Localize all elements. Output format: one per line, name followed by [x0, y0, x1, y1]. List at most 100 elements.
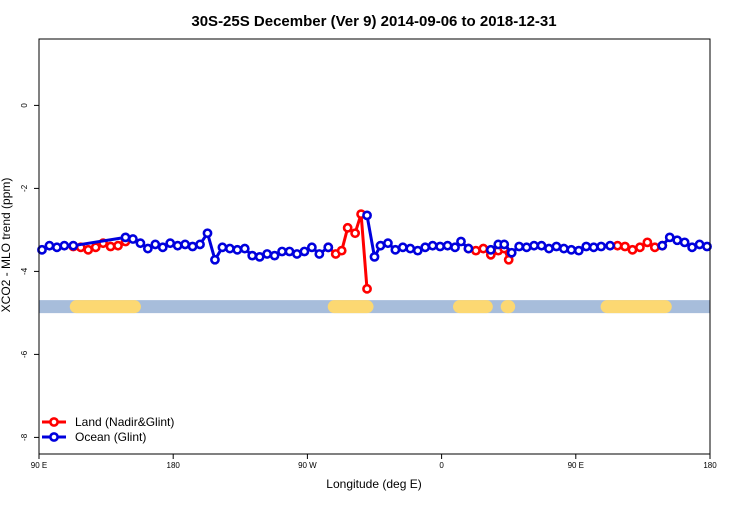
ocean-data-point	[702, 241, 712, 252]
ocean-data-point	[558, 243, 569, 254]
ocean-data-point	[195, 239, 205, 250]
x-tick-label: 90 E	[31, 461, 47, 470]
y-axis-label: XCO2 - MLO trend (ppm)	[0, 178, 13, 313]
land-data-point	[350, 228, 361, 239]
ocean-data-point	[581, 241, 592, 252]
ocean-data-point	[657, 240, 668, 251]
land-data-point	[113, 240, 123, 251]
ocean-data-point	[442, 240, 453, 251]
land-data-point	[83, 244, 94, 255]
x-tick-label: 90 W	[298, 461, 317, 470]
ocean-data-point	[323, 242, 334, 253]
legend-ocean-marker	[49, 432, 59, 442]
ocean-data-point	[463, 243, 474, 254]
land-data-point	[90, 242, 101, 253]
ocean-data-point	[405, 243, 416, 254]
ocean-data-point	[544, 243, 554, 254]
y-tick-label: -8	[20, 433, 29, 441]
ocean-data-point	[514, 241, 525, 252]
ocean-data-point	[588, 242, 599, 253]
ocean-data-point	[299, 246, 310, 257]
legend: Land (Nadir&Glint)Ocean (Glint)	[42, 415, 174, 444]
ocean-data-point	[142, 243, 153, 254]
ocean-data-point	[306, 242, 317, 253]
ocean-data-point	[536, 240, 547, 251]
land-data-point	[362, 283, 372, 294]
ocean-data-point	[369, 251, 380, 262]
land-data-point	[342, 222, 353, 233]
x-tick-label: 180	[167, 461, 181, 470]
ocean-data-point	[277, 246, 287, 257]
ocean-data-point	[566, 244, 577, 255]
ocean-data-point	[224, 243, 235, 254]
land-data-point	[105, 241, 116, 252]
y-tick-label: -6	[20, 350, 29, 358]
land-data-point	[642, 237, 653, 248]
x-tick-label: 90 E	[568, 461, 584, 470]
ocean-data-point	[499, 239, 510, 250]
ocean-data-point	[412, 245, 423, 256]
ocean-data-point	[375, 240, 386, 251]
ocean-data-point	[397, 242, 408, 253]
ocean-data-point	[314, 249, 325, 259]
land-data-point	[620, 241, 630, 252]
ocean-series	[37, 210, 712, 265]
ocean-data-point	[165, 238, 176, 249]
ocean-data-point	[664, 232, 675, 243]
land-data-point	[336, 245, 347, 256]
ocean-data-point	[44, 240, 55, 251]
ocean-data-point	[694, 239, 705, 250]
plot-frame	[38, 38, 711, 455]
ocean-data-point	[247, 250, 258, 261]
ocean-data-point	[232, 244, 243, 255]
ocean-data-point	[679, 237, 690, 248]
axes: 90 E 180 90 W 0 90 E 180 0 -2 -4 -6 -8	[20, 103, 717, 470]
x-axis-label: Longitude (deg E)	[326, 477, 421, 491]
land-data-point	[612, 240, 623, 251]
ocean-data-point	[262, 249, 273, 259]
ocean-data-point	[210, 254, 220, 265]
ocean-data-point	[687, 242, 698, 253]
ocean-data-point	[135, 238, 146, 249]
y-tick-label: 0	[20, 103, 29, 108]
ocean-data-point	[292, 249, 302, 259]
ocean-data-point	[202, 228, 213, 239]
ocean-data-point	[672, 235, 683, 246]
ocean-data-point	[128, 234, 138, 244]
ocean-data-point	[427, 240, 438, 251]
legend-ocean-label: Ocean (Glint)	[75, 430, 146, 444]
ocean-data-point	[180, 239, 191, 250]
ocean-data-point	[529, 240, 539, 251]
x-tick-label: 180	[703, 461, 717, 470]
ocean-data-point	[420, 242, 431, 253]
ocean-data-point	[217, 242, 228, 253]
ocean-data-point	[157, 242, 168, 253]
ocean-data-point	[172, 240, 183, 251]
ocean-data-point	[362, 210, 372, 221]
ocean-data-point	[456, 236, 466, 247]
ocean-data-point	[254, 251, 265, 262]
ocean-data-point	[68, 240, 79, 251]
land-data-point	[635, 242, 645, 253]
legend-land-marker	[49, 417, 59, 427]
land-data-point	[470, 245, 481, 256]
ocean-data-point	[521, 242, 532, 253]
ocean-data-point	[383, 238, 393, 249]
ocean-data-point	[51, 242, 62, 253]
ocean-data-point	[269, 250, 280, 261]
ocean-data-point	[37, 244, 47, 255]
y-tick-label: -2	[20, 184, 29, 192]
ocean-data-point	[596, 241, 607, 252]
ocean-data-point	[450, 242, 460, 253]
ocean-data-point	[239, 243, 250, 254]
land-data-point	[649, 242, 660, 253]
land-data-point	[627, 244, 638, 255]
ocean-data-point	[485, 244, 496, 255]
ocean-data-point	[435, 241, 446, 252]
ocean-data-point	[187, 241, 198, 252]
ocean-data-point	[284, 246, 295, 257]
ocean-data-point	[605, 240, 615, 251]
land-data-point	[478, 243, 489, 254]
